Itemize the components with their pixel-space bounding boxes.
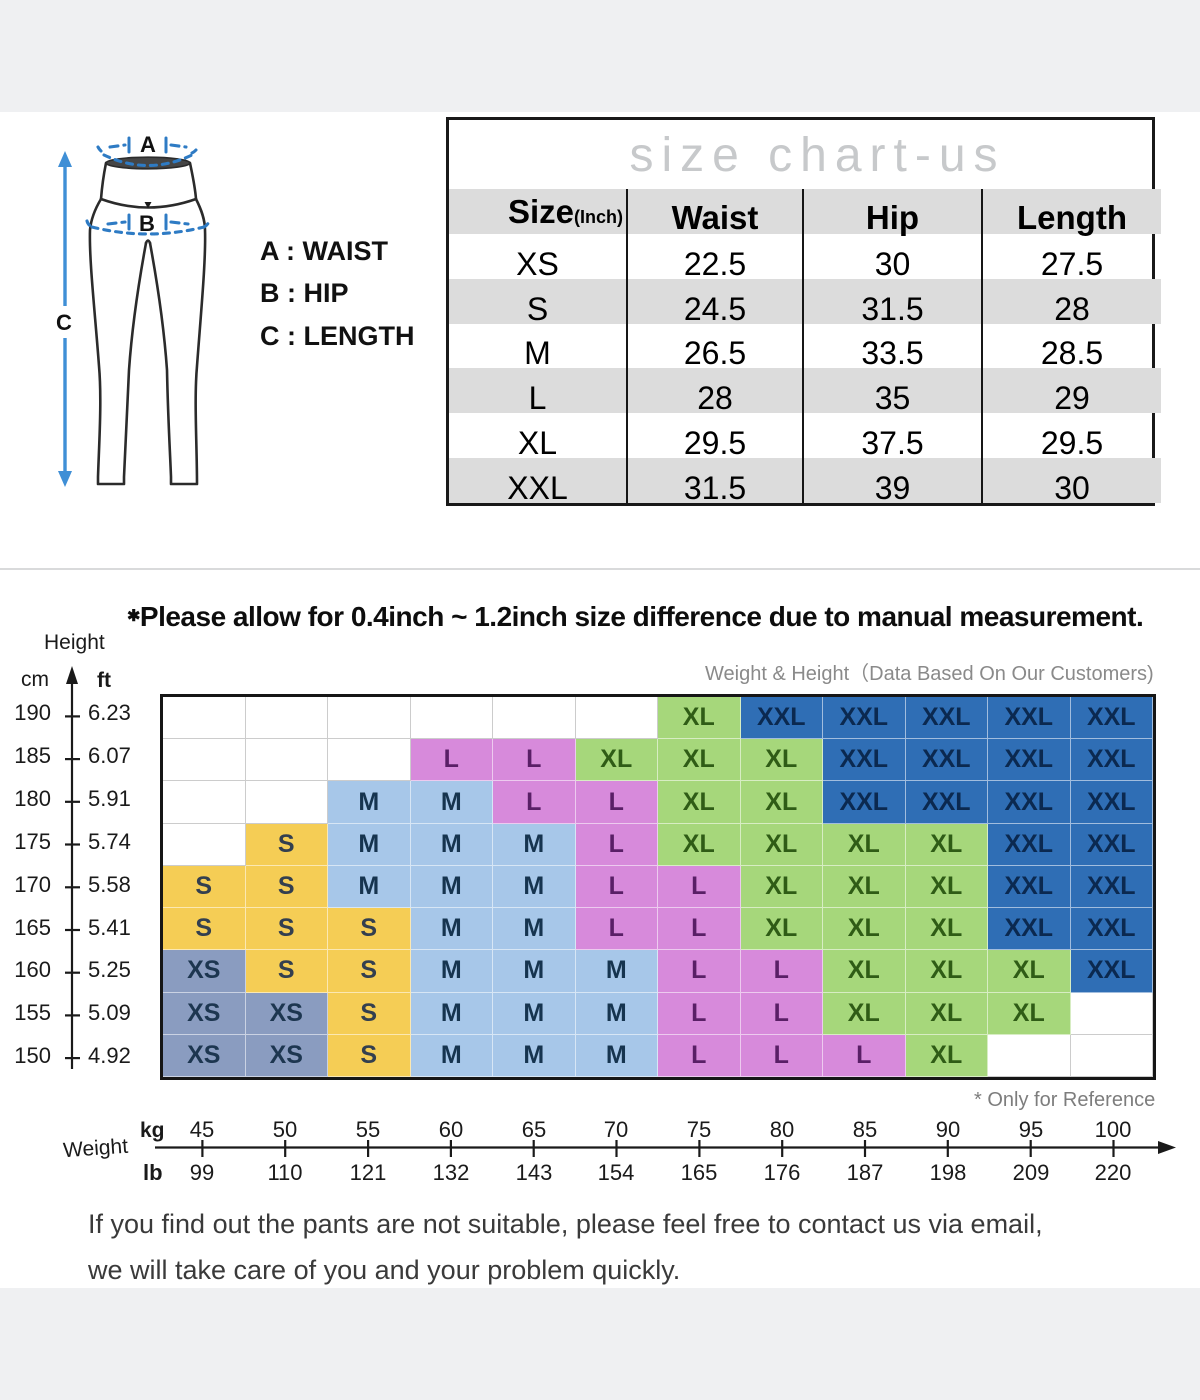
svg-text:Weight & Height（Data Based On: Weight & Height（Data Based On Our Custom…: [705, 662, 1154, 685]
svg-text:143: 143: [516, 1160, 553, 1185]
svg-text:90: 90: [936, 1117, 960, 1142]
svg-text:5.09: 5.09: [88, 1000, 131, 1025]
svg-text:180: 180: [14, 786, 51, 811]
svg-text:60: 60: [439, 1117, 463, 1142]
svg-text:95: 95: [1019, 1117, 1043, 1142]
svg-text:80: 80: [770, 1117, 794, 1142]
svg-text:209: 209: [1013, 1160, 1050, 1185]
svg-text:5.91: 5.91: [88, 786, 131, 811]
svg-text:B: B: [139, 211, 155, 236]
svg-text:187: 187: [847, 1160, 884, 1185]
svg-text:190: 190: [14, 700, 51, 725]
svg-text:220: 220: [1095, 1160, 1132, 1185]
svg-text:Height: Height: [44, 631, 105, 654]
svg-text:4.92: 4.92: [88, 1043, 131, 1068]
svg-text:176: 176: [764, 1160, 801, 1185]
svg-text:170: 170: [14, 872, 51, 897]
svg-text:110: 110: [267, 1160, 302, 1185]
svg-text:5.41: 5.41: [88, 915, 131, 940]
svg-text:A: A: [140, 132, 156, 157]
svg-text:70: 70: [604, 1117, 628, 1142]
svg-text:55: 55: [356, 1117, 380, 1142]
svg-text:165: 165: [681, 1160, 718, 1185]
svg-text:165: 165: [14, 915, 51, 940]
svg-text:lb: lb: [143, 1160, 163, 1185]
svg-text:185: 185: [14, 743, 51, 768]
svg-text:99: 99: [190, 1160, 214, 1185]
svg-text:121: 121: [350, 1160, 387, 1185]
svg-text:C: C: [56, 310, 72, 335]
svg-text:cm: cm: [21, 668, 49, 691]
svg-text:6.07: 6.07: [88, 743, 131, 768]
svg-text:198: 198: [930, 1160, 967, 1185]
svg-text:150: 150: [14, 1043, 51, 1068]
svg-text:65: 65: [522, 1117, 546, 1142]
svg-text:154: 154: [598, 1160, 635, 1185]
svg-text:155: 155: [14, 1000, 51, 1025]
svg-text:5.74: 5.74: [88, 829, 131, 854]
svg-text:5.58: 5.58: [88, 872, 131, 897]
svg-text:132: 132: [433, 1160, 470, 1185]
svg-text:75: 75: [687, 1117, 711, 1142]
svg-text:Weight: Weight: [62, 1135, 129, 1162]
svg-text:175: 175: [14, 829, 51, 854]
svg-text:85: 85: [853, 1117, 877, 1142]
svg-text:50: 50: [273, 1117, 297, 1142]
svg-text:5.25: 5.25: [88, 957, 131, 982]
svg-text:6.23: 6.23: [88, 700, 131, 725]
svg-text:45: 45: [190, 1117, 214, 1142]
svg-text:100: 100: [1095, 1117, 1132, 1142]
svg-text:* Only for Reference: * Only for Reference: [974, 1089, 1155, 1111]
svg-text:kg: kg: [140, 1119, 165, 1142]
svg-text:160: 160: [14, 957, 51, 982]
svg-text:ft: ft: [97, 669, 111, 692]
